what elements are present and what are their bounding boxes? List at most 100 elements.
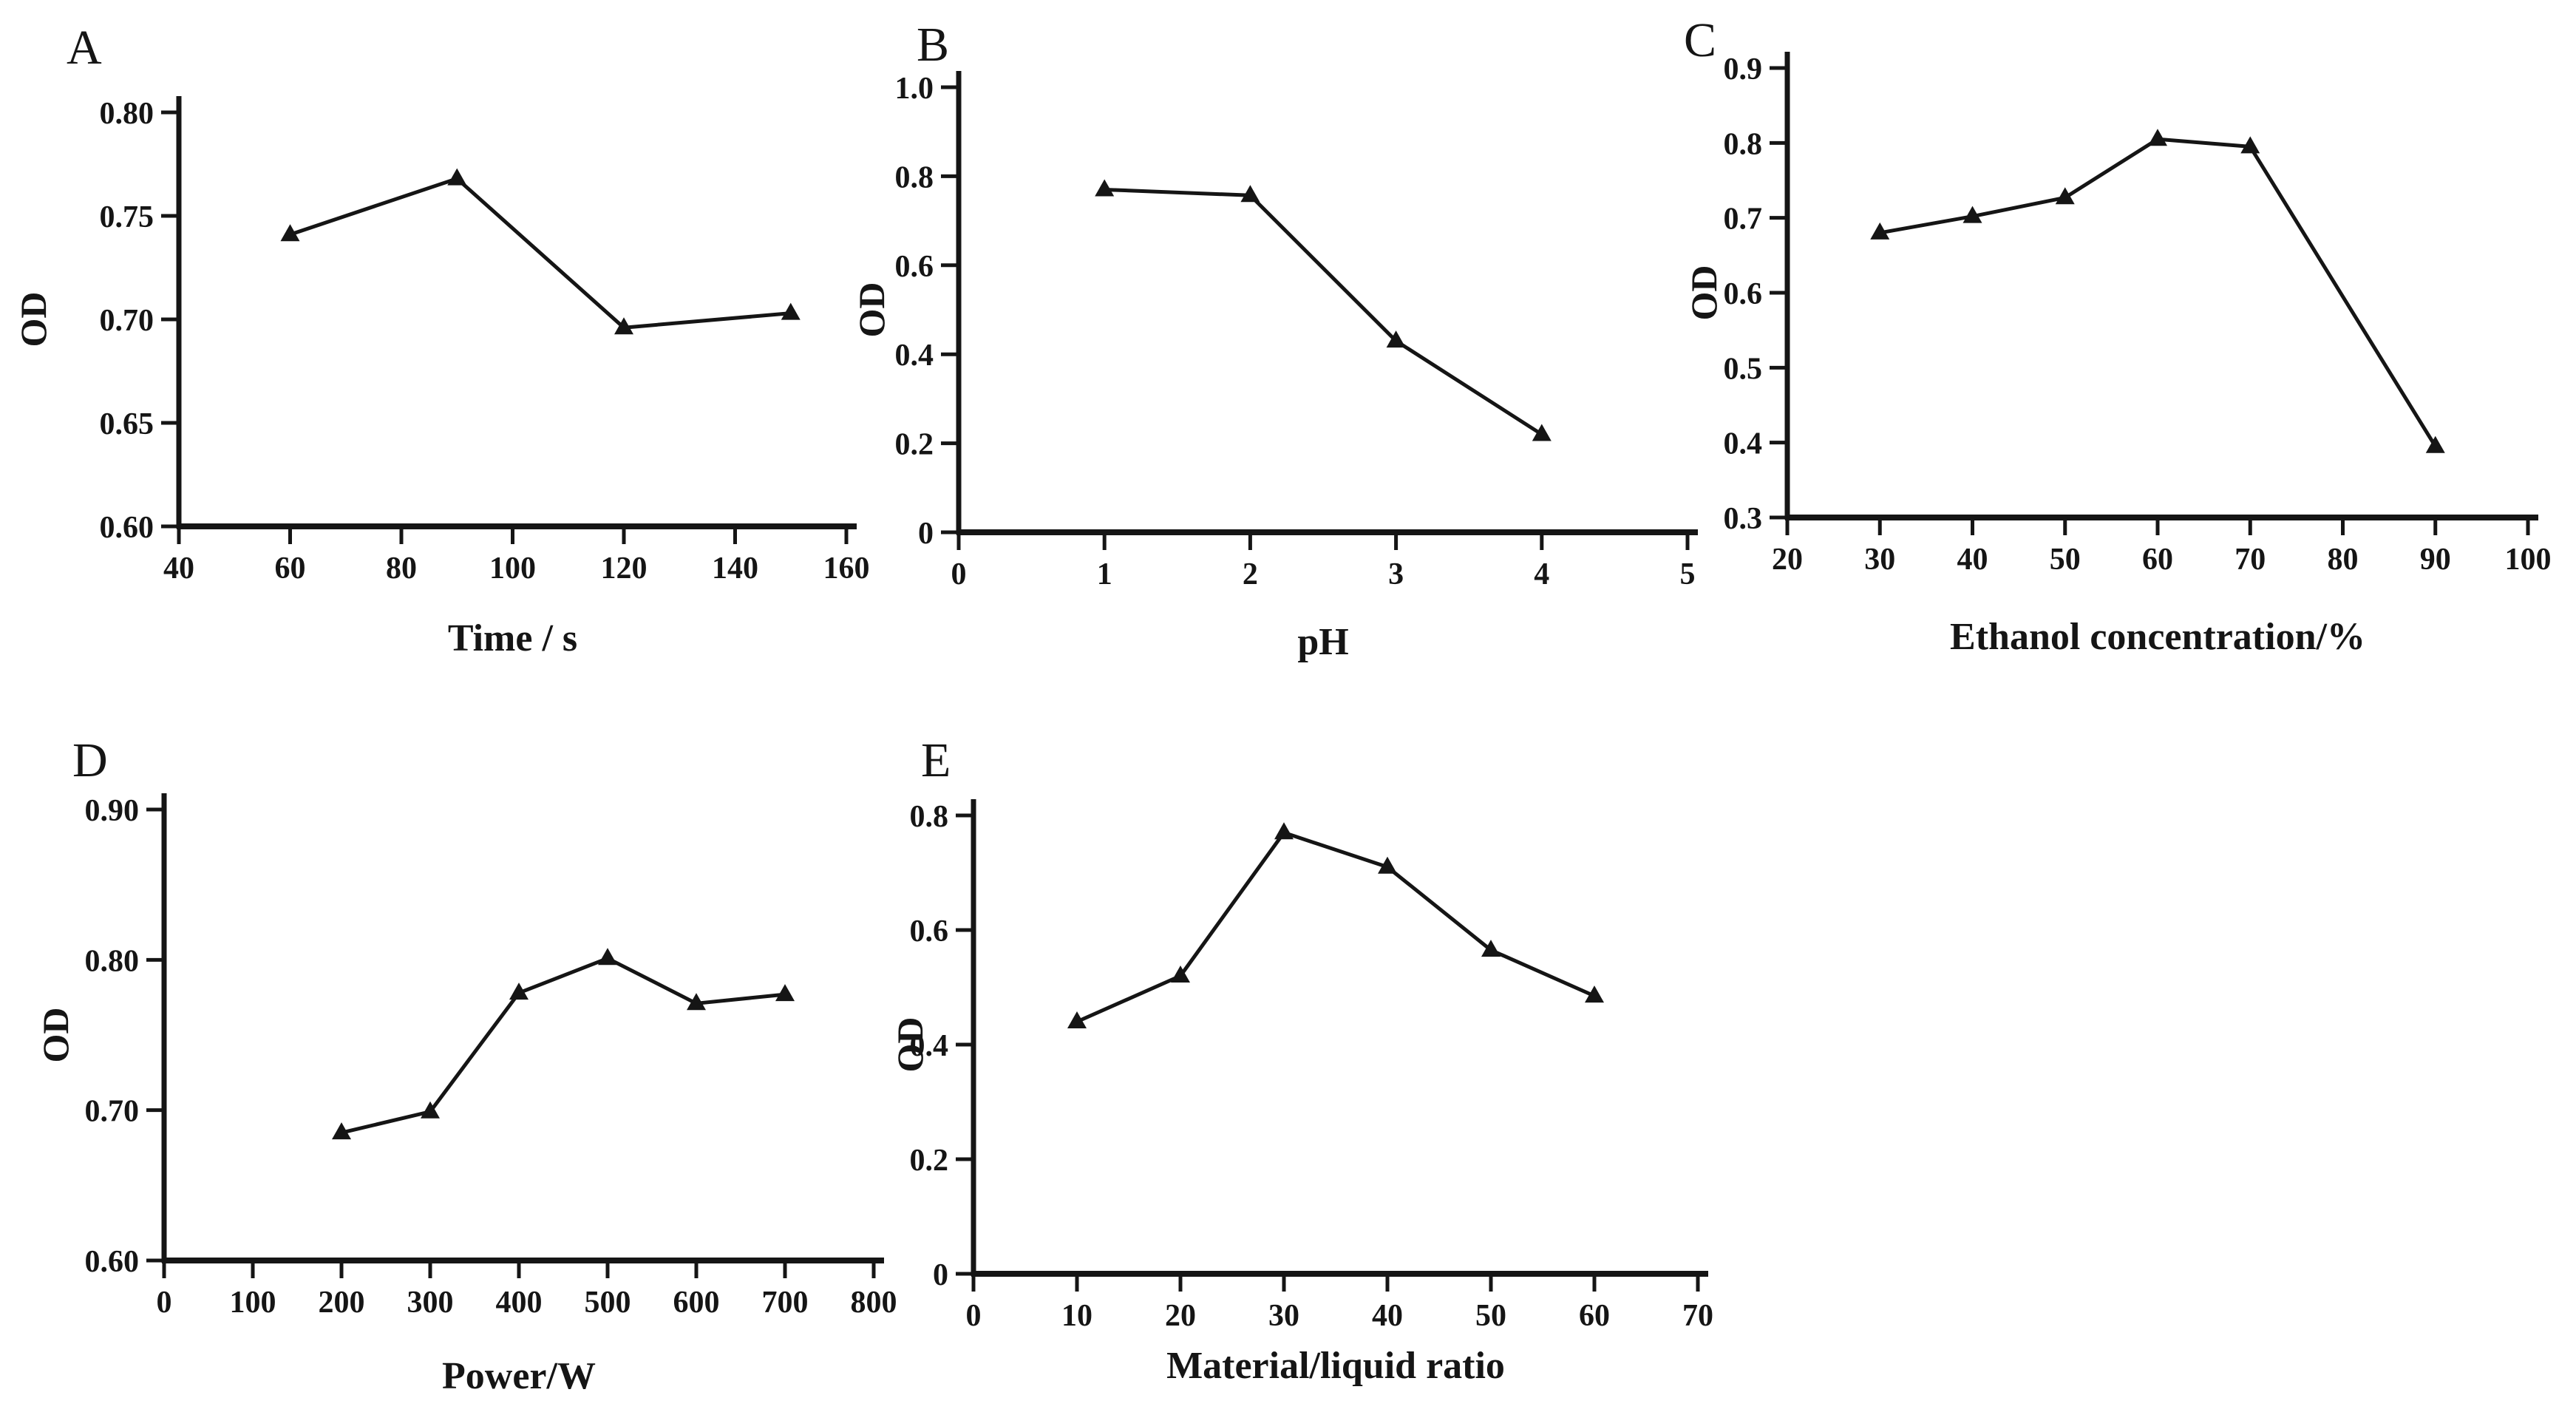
panel-D-x-tick-label: 800	[851, 1286, 897, 1320]
panel-C-x-tick-label: 20	[1772, 543, 1803, 577]
panel-c-letter: C	[1684, 13, 1719, 67]
panel-E-x-tick-label: 30	[1268, 1299, 1299, 1333]
panel-C-marker-40	[1962, 206, 1982, 223]
panel-D-x-tick-label: 500	[585, 1286, 631, 1320]
panel-b-letter: B	[917, 18, 951, 72]
panel-E-y-tick-label: 0.8	[910, 800, 949, 834]
panel-C-x-tick-label: 50	[2050, 543, 2081, 577]
panel-C-y-tick-label: 0.5	[1724, 352, 1763, 386]
panel-C: 0.3 0.4 0.5 0.6 0.7 0.8 0.9 20 30 40 50 60 70 80 90 100…	[1683, 52, 2552, 658]
panel-A-y-tick-label: 0.75	[100, 200, 154, 234]
panel-E: 0 0.2 0.4 0.6 0.8 0 10 20 30 40 50 60 70 Material/liq…	[889, 799, 1713, 1387]
panel-E-marker-30	[1274, 822, 1294, 840]
panel-B-marker-4	[1532, 424, 1552, 441]
panel-B-y-tick-label: 0.4	[895, 339, 934, 373]
panel-A-x-tick-label: 60	[275, 552, 306, 586]
panel-C-marker-70	[2240, 136, 2260, 154]
panel-B-x-tick-label: 1	[1097, 557, 1112, 591]
panel-A-marker-120	[614, 317, 633, 335]
panel-B-x-tick-label: 0	[951, 557, 967, 591]
panel-C-x-tick-label: 80	[2328, 543, 2359, 577]
panel-E-ylabel: OD	[889, 1017, 931, 1073]
panel-A-y-tick-label: 0.65	[100, 407, 154, 441]
panel-E-x-tick-label: 50	[1475, 1299, 1506, 1333]
panel-C-x-tick-label: 40	[1957, 543, 1988, 577]
panel-C-marker-60	[2148, 129, 2167, 146]
panel-B-marker-3	[1386, 330, 1406, 348]
panel-E-x-tick-label: 10	[1061, 1299, 1092, 1333]
panel-B-x-tick-label: 4	[1534, 557, 1549, 591]
panel-B-y-tick-label: 0.6	[895, 250, 934, 284]
panel-A-x-tick-label: 160	[823, 552, 870, 586]
panel-D-x-tick-label: 100	[230, 1286, 276, 1320]
panel-B-marker-2	[1240, 185, 1260, 203]
panel-A-x-tick-label: 120	[601, 552, 648, 586]
panel-A-y-tick-label: 0.70	[100, 304, 154, 338]
panel-A-x-tick-label: 80	[386, 552, 417, 586]
panel-E-y-tick-label: 0.2	[910, 1144, 949, 1178]
panel-D-x-tick-label: 0	[157, 1286, 172, 1320]
panel-E-marker-20	[1171, 966, 1190, 983]
panel-D: 0.60 0.70 0.80 0.90 0 100 200 300 400 500 600 700 80…	[35, 793, 897, 1397]
panel-C-y-tick-label: 0.7	[1724, 203, 1763, 237]
panel-E-marker-60	[1585, 985, 1604, 1003]
panel-d-letter: D	[72, 733, 109, 787]
panel-E-marker-10	[1067, 1011, 1087, 1028]
panel-E-x-tick-label: 70	[1682, 1299, 1713, 1333]
panel-A-y-tick-label: 0.80	[100, 97, 154, 131]
panel-C-y-tick-label: 0.8	[1724, 127, 1763, 161]
panel-C-xlabel: Ethanol concentration/%	[1950, 616, 2365, 658]
panel-D-y-tick-label: 0.90	[85, 794, 140, 828]
panel-B-y-tick-label: 0	[918, 517, 934, 551]
panel-B-y-tick-label: 0.2	[895, 428, 934, 462]
panel-E-y-tick-label: 0.4	[910, 1029, 949, 1063]
panel-A-marker-60	[280, 224, 300, 242]
panel-E-x-tick-label: 40	[1372, 1299, 1403, 1333]
panel-a-letter: A	[67, 21, 103, 75]
panel-A-x-tick-label: 40	[163, 552, 194, 586]
panel-A-x-tick-label: 140	[712, 552, 758, 586]
panel-C-y-tick-label: 0.4	[1724, 427, 1763, 461]
panel-E-xlabel: Material/liquid ratio	[1166, 1345, 1505, 1387]
panel-A-marker-90	[447, 168, 467, 186]
panel-E-x-tick-label: 0	[966, 1299, 982, 1333]
panel-D-data-line	[339, 956, 787, 1135]
panel-D-x-tick-label: 700	[762, 1286, 809, 1320]
panel-D-marker-400	[509, 983, 529, 1000]
panel-D-marker-600	[687, 993, 706, 1011]
panel-A-x-tick-label: 100	[489, 552, 536, 586]
panel-C-ylabel: OD	[1683, 265, 1724, 321]
panel-B-x-tick-label: 5	[1680, 557, 1696, 591]
panel-C-marker-90	[2425, 435, 2445, 453]
panel-D-x-tick-label: 300	[407, 1286, 454, 1320]
panel-A-data-line	[288, 177, 793, 330]
panel-A: 0.60 0.65 0.70 0.75 0.80 40 60 80 100 120 140 160 Ti…	[13, 96, 870, 659]
panel-C-marker-30	[1870, 222, 1890, 240]
panel-e-letter: E	[921, 733, 953, 787]
panel-B-xlabel: pH	[1297, 621, 1348, 663]
panel-C-x-tick-label: 60	[2142, 543, 2173, 577]
panel-D-y-tick-label: 0.60	[85, 1245, 140, 1279]
panel-C-data-line	[1877, 137, 2438, 449]
panel-C-x-tick-label: 100	[2505, 543, 2552, 577]
panel-C-x-tick-label: 70	[2235, 543, 2266, 577]
panel-E-y-tick-label: 0.6	[910, 915, 949, 949]
panel-C-x-tick-label: 30	[1864, 543, 1895, 577]
panel-D-y-tick-label: 0.80	[85, 944, 140, 978]
panel-B-x-tick-label: 3	[1388, 557, 1404, 591]
panel-D-y-tick-label: 0.70	[85, 1095, 140, 1129]
panel-B-x-tick-label: 2	[1243, 557, 1258, 591]
panel-E-marker-40	[1378, 856, 1397, 874]
panel-D-marker-700	[775, 984, 795, 1002]
panel-B-y-tick-label: 1.0	[895, 72, 934, 106]
panel-E-data-line	[1075, 830, 1597, 1024]
panel-B-y-tick-label: 0.8	[895, 160, 934, 194]
panel-D-xlabel: Power/W	[442, 1355, 596, 1397]
panel-D-x-tick-label: 200	[319, 1286, 365, 1320]
panel-C-y-tick-label: 0.6	[1724, 277, 1763, 311]
panel-B: 0 0.2 0.4 0.6 0.8 1.0 0 1 2 3 4 5 pH OD	[851, 71, 1698, 663]
panel-D-marker-200	[332, 1122, 351, 1140]
panel-A-y-tick-label: 0.60	[100, 511, 154, 545]
panel-C-marker-50	[2055, 187, 2075, 205]
